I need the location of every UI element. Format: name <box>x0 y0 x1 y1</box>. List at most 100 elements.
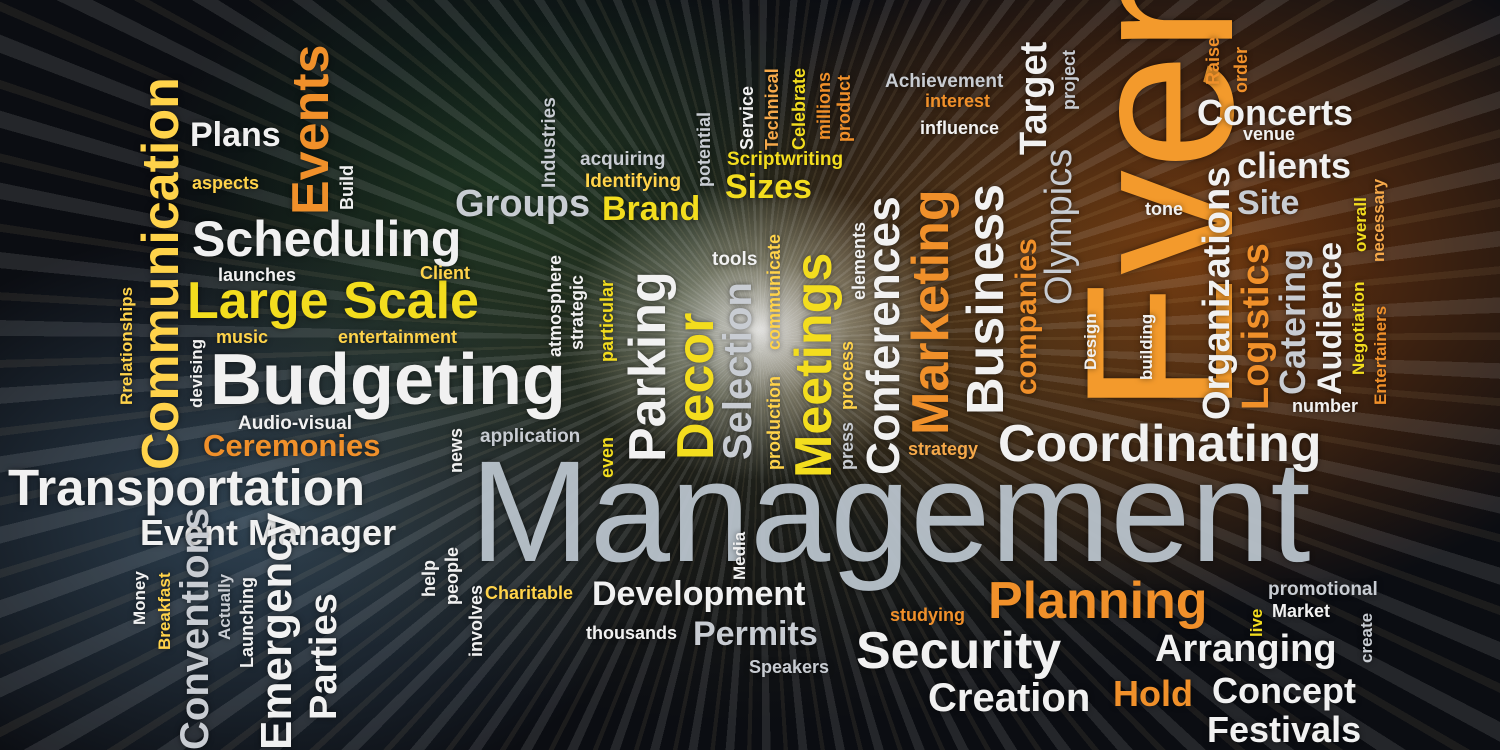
word-people: people <box>442 546 462 605</box>
word-clients: clients <box>1237 145 1352 186</box>
word-groups: Groups <box>455 183 591 225</box>
word-speakers: Speakers <box>749 657 830 677</box>
word-conventions: Conventions <box>173 507 217 750</box>
word-scheduling: Scheduling <box>192 211 462 267</box>
word-brand: Brand <box>602 190 701 228</box>
word-companies: companies <box>1010 238 1043 395</box>
word-technical: Technical <box>762 68 782 150</box>
word-acquiring: acquiring <box>580 149 666 170</box>
word-catering: Catering <box>1272 248 1313 395</box>
word-concerts: Concerts <box>1197 92 1354 133</box>
word-tools: tools <box>712 249 758 270</box>
word-build: Build <box>337 165 357 210</box>
word-entertainment: entertainment <box>338 327 458 347</box>
word-permits: Permits <box>693 615 818 653</box>
word-actually: Actually <box>215 573 234 640</box>
word-scriptwriting: Scriptwriting <box>727 149 844 170</box>
word-millions: millions <box>814 71 834 140</box>
word-breakfast: Breakfast <box>155 572 174 651</box>
word-news: news <box>446 427 466 473</box>
word-application: application <box>480 426 581 447</box>
word-celebrate: Celebrate <box>789 67 809 150</box>
word-organizations: Organizations <box>1196 166 1238 420</box>
word-audience: Audience <box>1311 241 1349 395</box>
word-thousands: thousands <box>586 623 678 643</box>
word-industries: Industries <box>539 97 560 188</box>
word-logistics: Logistics <box>1235 243 1277 410</box>
word-budgeting: Budgeting <box>210 340 566 420</box>
word-money: Money <box>130 571 149 625</box>
word-meetings: Meetings <box>785 252 843 478</box>
word-venue: venue <box>1243 124 1296 144</box>
word-communication: Communication <box>132 77 190 470</box>
word-devising: devising <box>187 339 206 408</box>
word-sizes: Sizes <box>725 168 812 206</box>
word-potential: potential <box>694 112 714 187</box>
word-event-manager: Event Manager <box>140 512 397 553</box>
word-project: project <box>1059 49 1079 110</box>
word-interest: interest <box>925 91 991 111</box>
word-parties: Parties <box>303 593 345 720</box>
word-target: Target <box>1013 41 1055 155</box>
word-site: Site <box>1237 184 1300 222</box>
word-charitable: Charitable <box>485 583 574 603</box>
word-planning: Planning <box>988 572 1208 630</box>
word-raise: Raise <box>1203 36 1223 85</box>
word-concept: Concept <box>1212 670 1356 711</box>
word-aspects: aspects <box>192 173 260 193</box>
word-identifying: Identifying <box>585 171 682 192</box>
word-client: Client <box>420 263 471 283</box>
word-olympics: Olympics <box>1038 148 1080 305</box>
word-emergency: Emergency <box>252 512 301 750</box>
word-relationships: Rrelationships <box>117 286 136 405</box>
word-management: Management <box>470 431 1311 592</box>
word-studying: studying <box>890 605 965 625</box>
word-festivals: Festivals <box>1207 709 1362 750</box>
word-design: Design <box>1081 313 1100 370</box>
word-development: Development <box>592 575 806 613</box>
word-elements: elements <box>849 221 869 300</box>
word-strategy: strategy <box>908 439 979 459</box>
word-large-scale: Large Scale <box>187 272 479 330</box>
word-creation: Creation <box>928 676 1091 720</box>
word-help: help <box>419 559 439 597</box>
word-tone: tone <box>1145 199 1183 219</box>
word-ceremonies: Ceremonies <box>203 428 381 463</box>
word-necessary: necessary <box>1369 178 1388 262</box>
word-influence: influence <box>920 118 1000 138</box>
word-product: product <box>834 75 854 142</box>
word-production: production <box>764 376 784 470</box>
word-parking: Parking <box>619 271 677 462</box>
word-marketing: Marketing <box>902 189 960 435</box>
word-building: building <box>1137 313 1156 380</box>
word-service: Service <box>737 85 757 150</box>
word-security: Security <box>856 622 1062 680</box>
word-create: create <box>1357 612 1376 663</box>
word-number: number <box>1292 396 1359 416</box>
word-communicate: communicate <box>764 233 784 350</box>
word-arranging: Arranging <box>1155 628 1337 670</box>
word-strategic: strategic <box>567 274 587 350</box>
word-market: Market <box>1272 601 1331 621</box>
word-overall: overall <box>1351 197 1370 252</box>
word-achievement: Achievement <box>885 71 1004 92</box>
word-negotiation: Negotiation <box>1349 281 1368 376</box>
word-coordinating: Coordinating <box>998 415 1322 473</box>
word-particular: particular <box>597 279 617 362</box>
word-decor: Decor <box>667 312 725 460</box>
word-involves: involves <box>466 584 486 657</box>
word-promotional: promotional <box>1268 579 1378 600</box>
word-hold: Hold <box>1113 673 1193 714</box>
word-process: process <box>837 340 857 410</box>
word-transportation: Transportation <box>8 459 366 516</box>
word-entertainers: Entertainers <box>1371 305 1390 405</box>
word-plans: Plans <box>190 116 281 154</box>
word-order: order <box>1231 46 1251 93</box>
word-press: press <box>837 421 857 470</box>
word-business: Business <box>957 183 1015 415</box>
word-music: music <box>216 327 269 347</box>
word-events: Events <box>282 44 340 215</box>
word-media: Media <box>730 531 749 580</box>
word-atmosphere: atmosphere <box>545 254 565 357</box>
